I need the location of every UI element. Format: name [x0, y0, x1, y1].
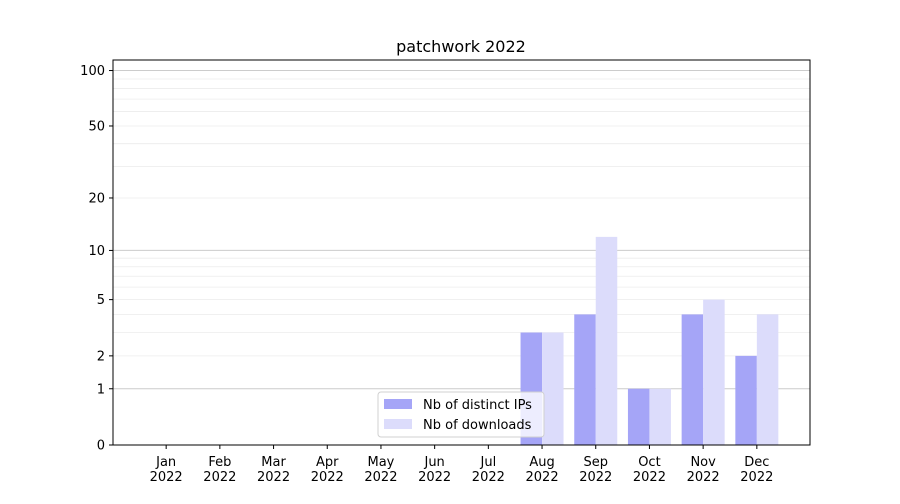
bar: [756, 314, 779, 445]
x-tick-label: Dec: [744, 455, 769, 470]
x-tick-label: Jan: [155, 455, 176, 470]
bar: [595, 236, 618, 445]
y-tick-label: 2: [97, 349, 105, 364]
legend-label: Nb of distinct IPs: [423, 398, 532, 413]
x-tick-label: 2022: [740, 470, 773, 485]
legend: Nb of distinct IPs Nb of downloads: [377, 391, 545, 438]
x-tick-label: 2022: [203, 470, 236, 485]
x-tick-label: 2022: [364, 470, 397, 485]
x-tick-label: Feb: [208, 455, 231, 470]
x-tick-label: 2022: [633, 470, 666, 485]
chart-title: patchwork 2022: [396, 37, 526, 56]
x-tick-label: 2022: [472, 470, 505, 485]
x-tick-label: Aug: [529, 455, 554, 470]
x-tick-label: Jun: [423, 455, 444, 470]
x-tick-label: Nov: [690, 455, 716, 470]
y-tick-label: 0: [97, 439, 105, 454]
legend-swatch: [384, 399, 412, 409]
legend-label: Nb of downloads: [423, 418, 532, 433]
legend-swatch: [384, 419, 412, 429]
bar: [735, 355, 757, 445]
legend-box: [377, 391, 545, 438]
bar: [703, 299, 725, 445]
y-tick-label: 10: [88, 244, 105, 259]
bar: [681, 314, 704, 445]
x-tick-label: 2022: [257, 470, 290, 485]
bar: [627, 388, 650, 445]
x-tick-label: 2022: [418, 470, 451, 485]
plot-frame: [112, 59, 811, 446]
y-tick-label: 5: [97, 293, 105, 308]
x-tick-label: Oct: [638, 455, 660, 470]
x-tick-label: May: [368, 455, 395, 470]
y-tick-label: 50: [88, 119, 105, 134]
x-tick-label: 2022: [150, 470, 183, 485]
y-tick-label: 100: [80, 64, 105, 79]
x-tick-label: Sep: [583, 455, 608, 470]
x-tick-label: 2022: [526, 470, 559, 485]
x-tick-label: Mar: [261, 455, 286, 470]
bar: [542, 332, 564, 445]
x-tick-label: 2022: [311, 470, 344, 485]
y-tick-label: 20: [88, 191, 105, 206]
bar: [649, 388, 671, 445]
y-tick-label: 1: [97, 382, 105, 397]
x-tick-label: 2022: [579, 470, 612, 485]
x-tick-label: Jul: [480, 455, 497, 470]
bar: [574, 314, 596, 445]
x-tick-label: Apr: [316, 455, 339, 470]
x-tick-label: 2022: [687, 470, 720, 485]
